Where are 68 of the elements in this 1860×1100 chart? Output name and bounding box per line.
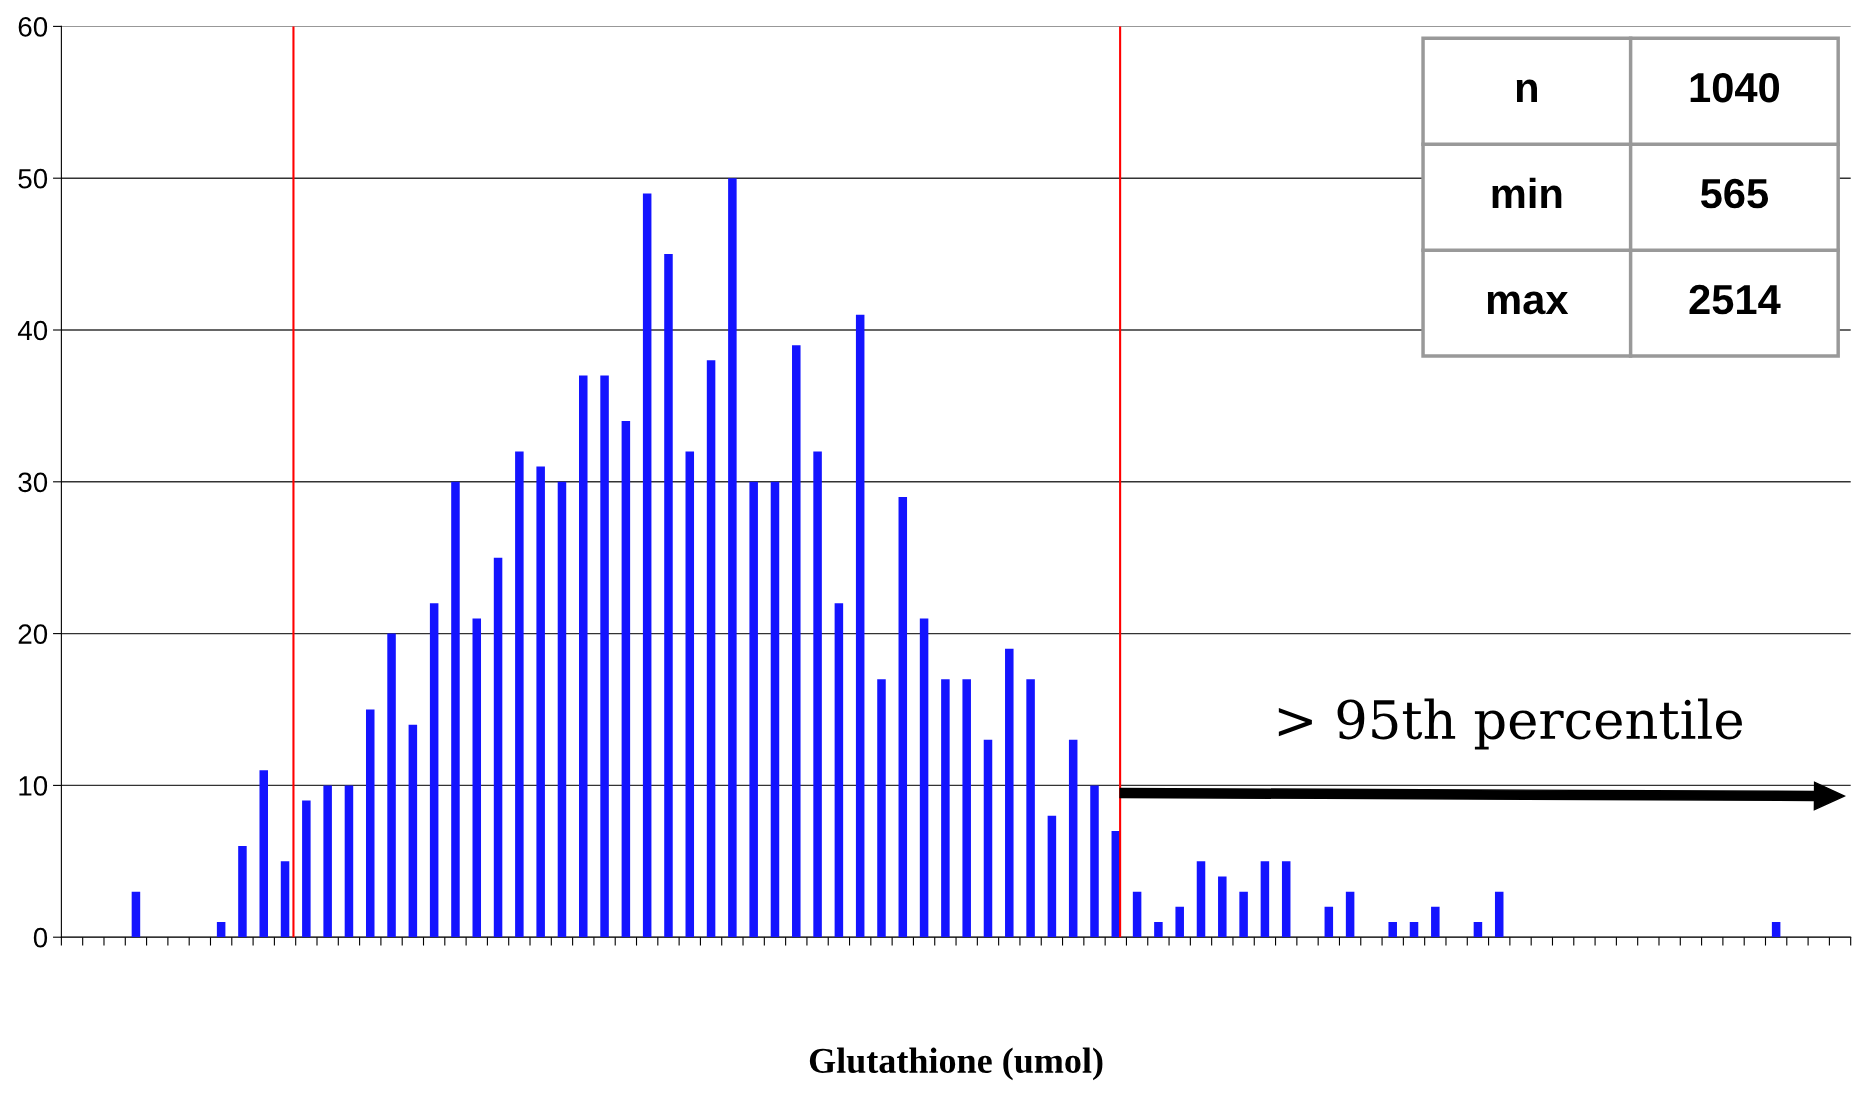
- bar: [877, 679, 886, 938]
- bar: [238, 846, 247, 938]
- bar: [1388, 922, 1397, 938]
- y-tick-label: 30: [18, 472, 48, 493]
- y-tick-label: 0: [33, 927, 48, 948]
- bar: [515, 451, 524, 938]
- bar: [365, 709, 375, 938]
- y-tick-label: 10: [19, 776, 48, 796]
- bar: [728, 178, 737, 938]
- bar: [216, 922, 226, 938]
- bar: [1196, 861, 1206, 938]
- bar: [579, 375, 588, 938]
- bar: [813, 451, 822, 938]
- bar: [855, 314, 865, 938]
- bar: [1090, 785, 1099, 938]
- bar: [280, 861, 290, 938]
- y-tick-label: 50: [18, 168, 48, 189]
- bar: [131, 891, 141, 938]
- bar: [941, 679, 950, 938]
- bar: [408, 724, 418, 938]
- y-tick-label: 20: [18, 624, 48, 644]
- bar: [834, 603, 844, 938]
- bar: [1771, 922, 1781, 938]
- bar: [1409, 922, 1419, 938]
- bar: [1047, 815, 1057, 938]
- bar: [770, 481, 780, 938]
- bar: [983, 739, 993, 938]
- x-axis-title: Glutathione (umol): [809, 1047, 1103, 1081]
- bar: [1132, 891, 1142, 938]
- bar: [706, 360, 716, 938]
- bar: [600, 375, 609, 938]
- bar: [1175, 906, 1184, 938]
- bar: [1154, 922, 1163, 938]
- bar: [1324, 906, 1334, 938]
- bar: [1431, 906, 1440, 938]
- bar: [259, 770, 268, 938]
- bar: [962, 679, 971, 938]
- bar: [1345, 891, 1355, 938]
- bar: [557, 481, 567, 938]
- bar: [749, 481, 758, 938]
- bar: [621, 421, 631, 938]
- bar: [493, 557, 503, 938]
- bar: [1260, 861, 1270, 938]
- bar: [1281, 861, 1291, 938]
- bar: [451, 481, 460, 938]
- bar: [919, 618, 929, 938]
- bar: [429, 603, 439, 938]
- bar: [898, 496, 908, 938]
- bar: [472, 618, 482, 938]
- y-tick-label: 60: [18, 17, 48, 37]
- y-tick-label: 40: [17, 320, 48, 341]
- bar: [642, 193, 652, 938]
- bar: [1239, 891, 1248, 938]
- bar: [1068, 739, 1078, 938]
- bar: [1218, 876, 1227, 938]
- bar: [685, 451, 695, 938]
- bar: [536, 466, 545, 938]
- bar: [664, 254, 673, 938]
- bar: [1473, 922, 1483, 938]
- bar: [1026, 679, 1035, 938]
- bar: [1494, 891, 1504, 938]
- bar: [302, 800, 311, 938]
- bar: [344, 785, 354, 938]
- bar: [387, 633, 396, 938]
- bar: [792, 345, 801, 938]
- annotation: > 95th percentile: [1278, 698, 1742, 750]
- bar: [323, 785, 332, 938]
- bar: [1005, 648, 1014, 938]
